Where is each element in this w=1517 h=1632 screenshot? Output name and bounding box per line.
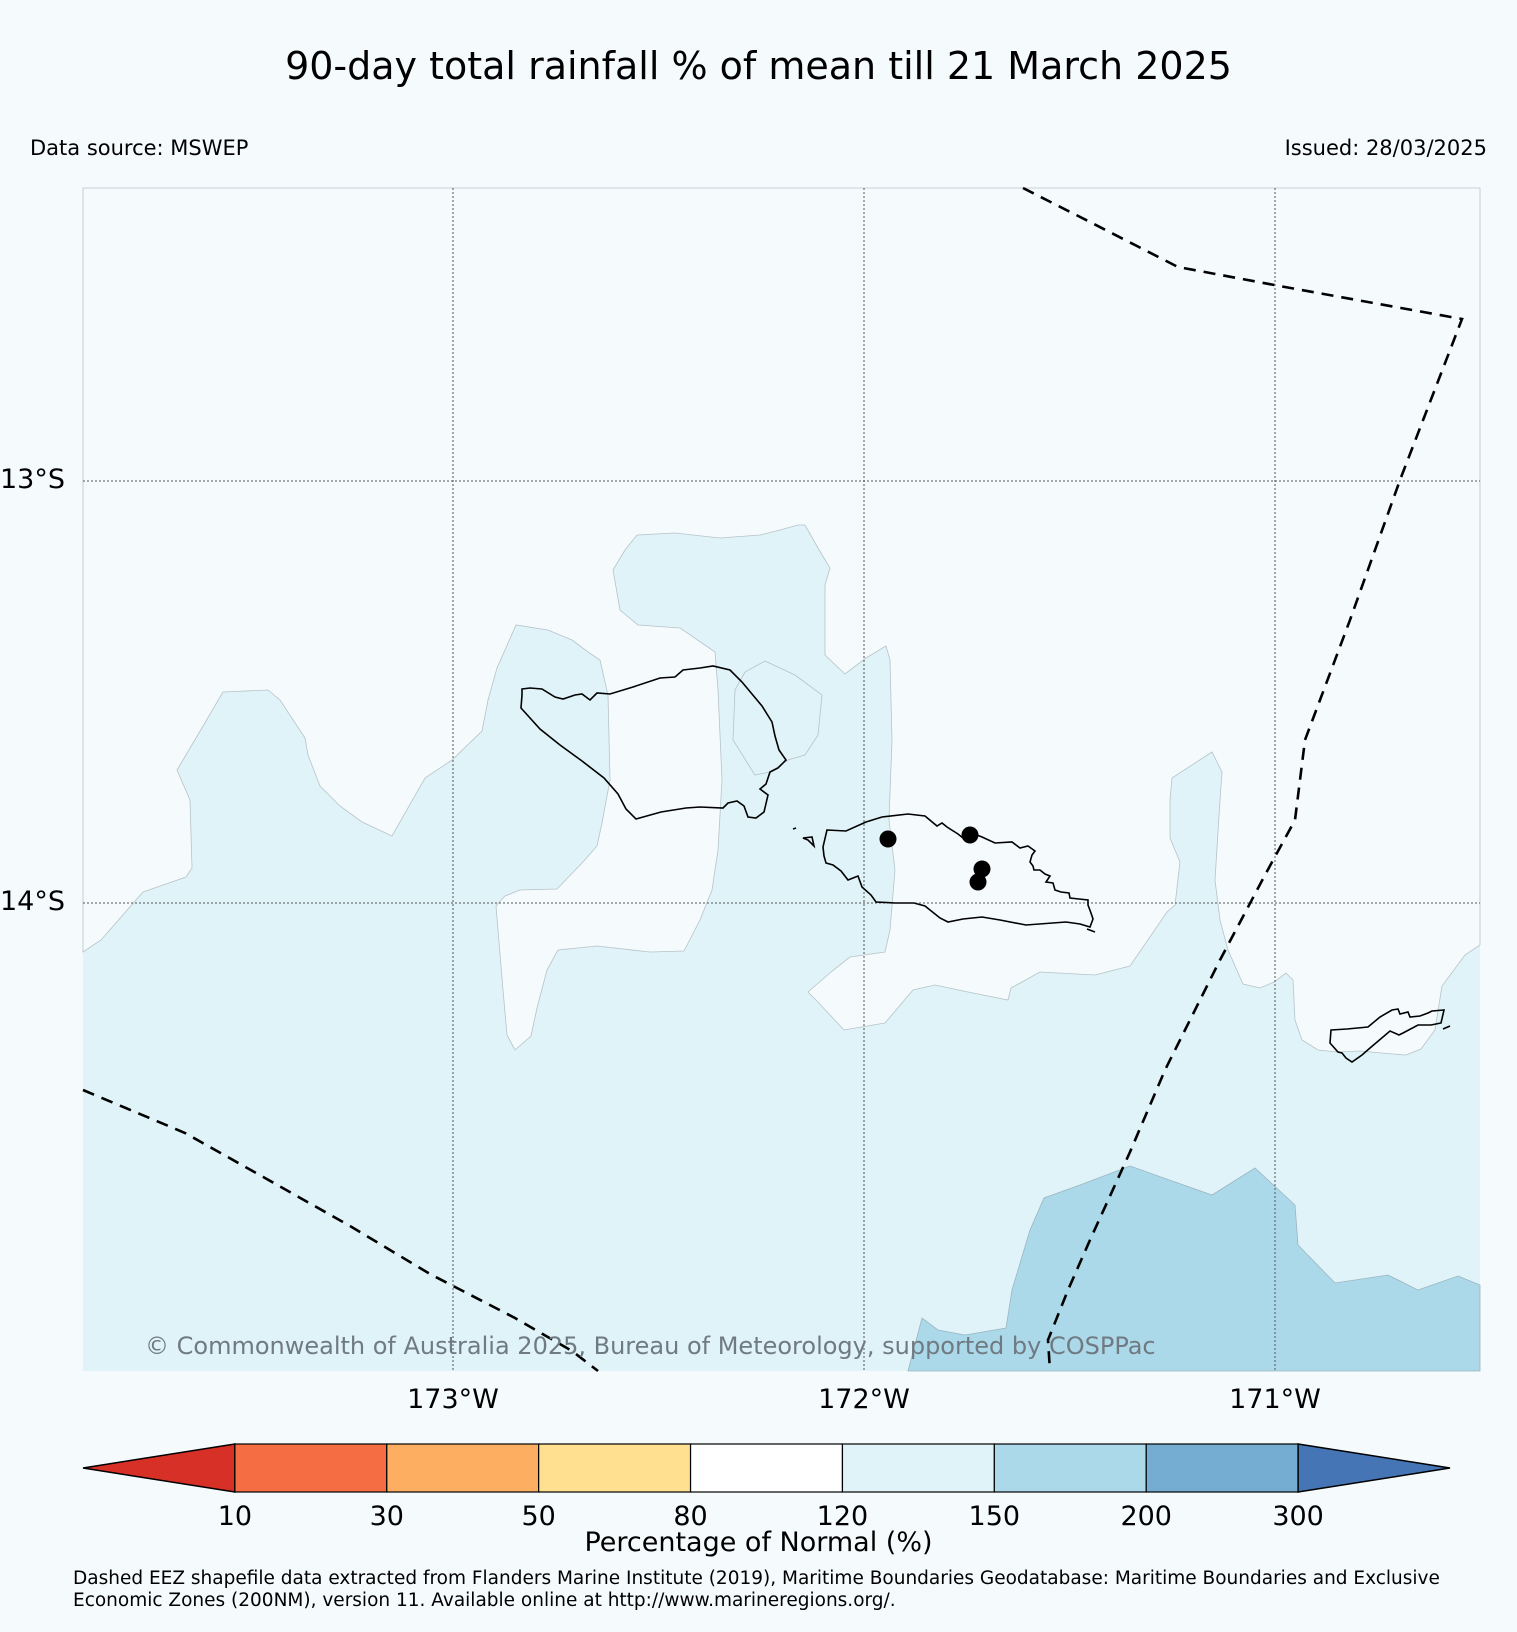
colorbar-segment — [689, 1443, 844, 1493]
station-marker — [969, 873, 987, 891]
lat-label-13s: 13°S — [0, 464, 65, 495]
tutuila-east-tip — [1442, 1025, 1451, 1030]
apolima-coastline — [792, 827, 797, 830]
data-source-label: Data source: MSWEP — [30, 136, 249, 160]
upolu-coastline — [822, 813, 1094, 928]
eez-boundaries — [82, 186, 1464, 1373]
lat-label-14s: 14°S — [0, 886, 65, 917]
coastlines — [520, 665, 1451, 1063]
colorbar-segment — [538, 1443, 692, 1493]
upolu-east-tip — [1086, 928, 1096, 933]
colorbar-tick-label: 30 — [370, 1501, 404, 1532]
issued-date-label: Issued: 28/03/2025 — [1284, 136, 1487, 160]
colorbar-tick-label: 120 — [817, 1501, 869, 1532]
colorbar-tick-label: 50 — [521, 1501, 555, 1532]
colorbar-tick-label: 10 — [218, 1501, 252, 1532]
colorbar-segment — [841, 1443, 995, 1493]
colorbar-extension-high — [1297, 1443, 1451, 1493]
station-marker — [879, 830, 897, 848]
eez-boundary-east — [1022, 186, 1464, 1372]
manono-coastline — [802, 836, 816, 849]
lon-label-172w: 172°W — [818, 1384, 910, 1415]
colorbar-segment — [1145, 1443, 1299, 1493]
colorbar-tick-label: 200 — [1120, 1501, 1172, 1532]
colorbar-segment — [993, 1443, 1147, 1493]
colorbar-extension-low — [82, 1443, 236, 1493]
colorbar-segment — [386, 1443, 540, 1493]
colorbar-segments — [82, 1443, 1451, 1493]
station-marker — [973, 860, 991, 878]
graticule — [83, 188, 1480, 1371]
eez-boundary-southwest — [82, 1088, 599, 1373]
colorbar-tick-label: 150 — [969, 1501, 1021, 1532]
map-title: 90-day total rainfall % of mean till 21 … — [285, 44, 1232, 88]
colorbar-tick-label: 300 — [1272, 1501, 1324, 1532]
colorbar-ticks: 10 30 50 80 120 150 200 300 — [218, 1501, 1324, 1532]
colorbar-tick-label: 80 — [673, 1501, 707, 1532]
savaii-coastline — [520, 665, 788, 820]
station-markers — [879, 826, 991, 891]
eez-footnote: Dashed EEZ shapefile data extracted from… — [73, 1568, 1440, 1611]
station-marker — [961, 826, 979, 844]
colorbar-label: Percentage of Normal (%) — [584, 1527, 933, 1558]
rainfall-zone-150-200-south — [907, 1165, 1481, 1372]
lon-label-173w: 173°W — [407, 1384, 499, 1415]
colorbar-segment — [234, 1443, 388, 1493]
copyright-notice: © Commonwealth of Australia 2025, Bureau… — [145, 1332, 1156, 1360]
lon-label-171w: 171°W — [1229, 1384, 1321, 1415]
rainfall-zone-80-120-north — [82, 187, 1481, 1056]
tutuila-coastline — [1329, 1008, 1446, 1063]
